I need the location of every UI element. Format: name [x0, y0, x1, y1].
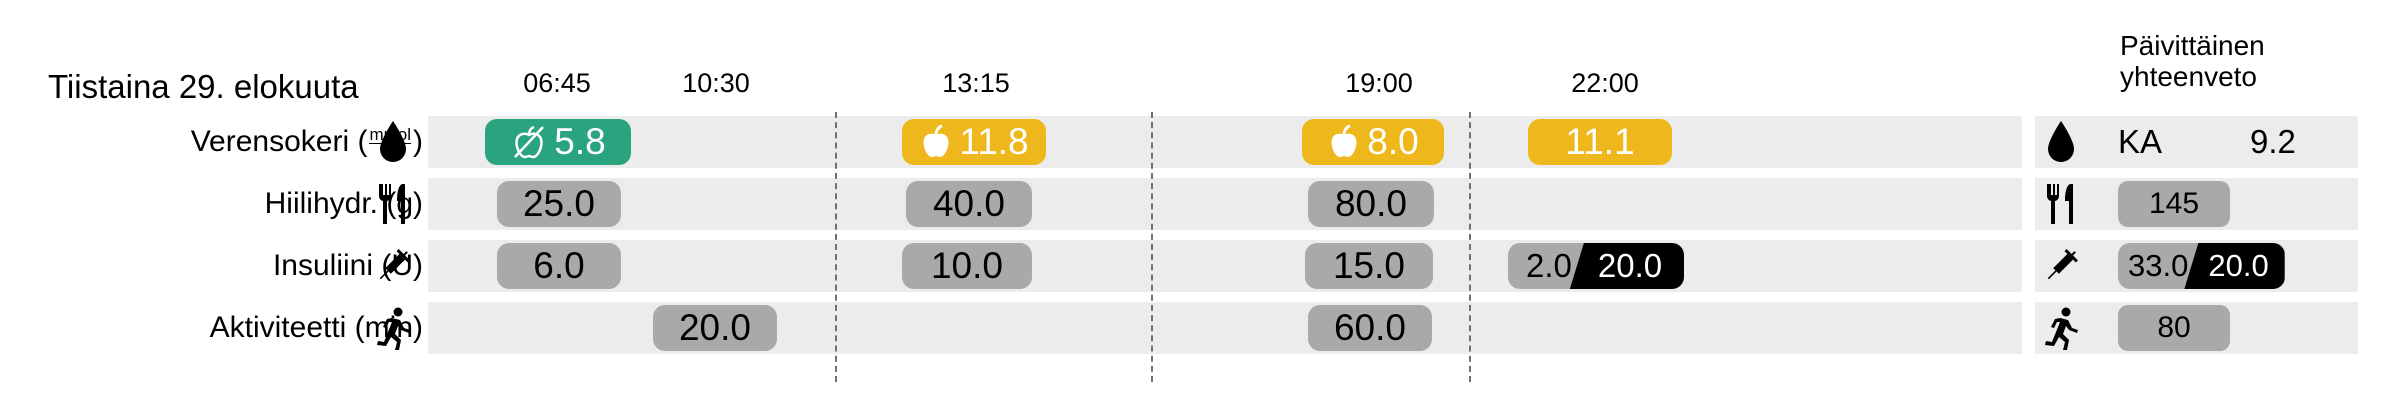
summary-glucose-row [2035, 116, 2358, 168]
time-label: 06:45 [523, 68, 591, 98]
insulin-row [428, 240, 2022, 292]
glucose-value-pill[interactable]: 5.8 [485, 119, 631, 165]
activity-value-pill[interactable]: 20.0 [653, 305, 777, 351]
drop-icon [371, 116, 415, 168]
insulin-value-pill[interactable]: 10.0 [902, 243, 1032, 289]
carbs-label: Hiilihydr. (g) [264, 187, 423, 220]
summary-activity-pill[interactable]: 80 [2118, 305, 2230, 351]
time-divider [835, 112, 837, 382]
carbs-value-pill[interactable]: 80.0 [1308, 181, 1434, 227]
day-title: Tiistaina 29. elokuuta [48, 68, 359, 105]
summary-avg-value: 9.2 [2250, 123, 2296, 160]
summary-avg-label: KA [2118, 123, 2163, 160]
activity-value-pill[interactable]: 60.0 [1308, 305, 1432, 351]
insulin-split-a: 2.0 [1508, 243, 1584, 289]
insulin-value-pill[interactable]: 15.0 [1305, 243, 1433, 289]
time-label: 19:00 [1345, 68, 1413, 98]
glucose-value-pill[interactable]: 11.8 [902, 119, 1046, 165]
time-label: 13:15 [942, 68, 1010, 98]
drop-icon [2039, 116, 2083, 168]
apple-icon [923, 124, 949, 157]
crossed-apple-icon [514, 125, 545, 159]
summary-insulin-a: 33.0 [2118, 243, 2198, 289]
glucose-row [428, 116, 2022, 168]
carbs-value-pill[interactable]: 25.0 [497, 181, 621, 227]
carbs-value-pill[interactable]: 40.0 [906, 181, 1032, 227]
carbs-row [428, 178, 2022, 230]
syringe-icon [371, 240, 415, 292]
summary-title: Päivittäinen yhteenveto [2120, 30, 2265, 92]
insulin-value-pill[interactable]: 6.0 [497, 243, 621, 289]
running-icon [2039, 302, 2083, 354]
fork-knife-icon [371, 178, 415, 230]
glucose-value-pill[interactable]: 8.0 [1302, 119, 1444, 165]
summary-carbs-pill[interactable]: 145 [2118, 181, 2230, 227]
time-label: 10:30 [682, 68, 750, 98]
syringe-icon [2039, 240, 2083, 292]
insulin-split-pill[interactable]: 2.0 20.0 [1508, 243, 1685, 289]
running-icon [371, 302, 415, 354]
fork-knife-icon [2039, 178, 2083, 230]
summary-insulin-b: 20.0 [2184, 243, 2285, 289]
time-divider [1469, 112, 1471, 382]
glucose-label: Verensokeri (mmolL) [190, 125, 423, 161]
insulin-split-b: 20.0 [1569, 243, 1685, 289]
summary-insulin-split[interactable]: 33.0 20.0 [2118, 243, 2285, 289]
time-label: 22:00 [1571, 68, 1639, 98]
apple-icon [1331, 124, 1357, 157]
glucose-value-pill[interactable]: 11.1 [1528, 119, 1672, 165]
time-divider [1151, 112, 1153, 382]
